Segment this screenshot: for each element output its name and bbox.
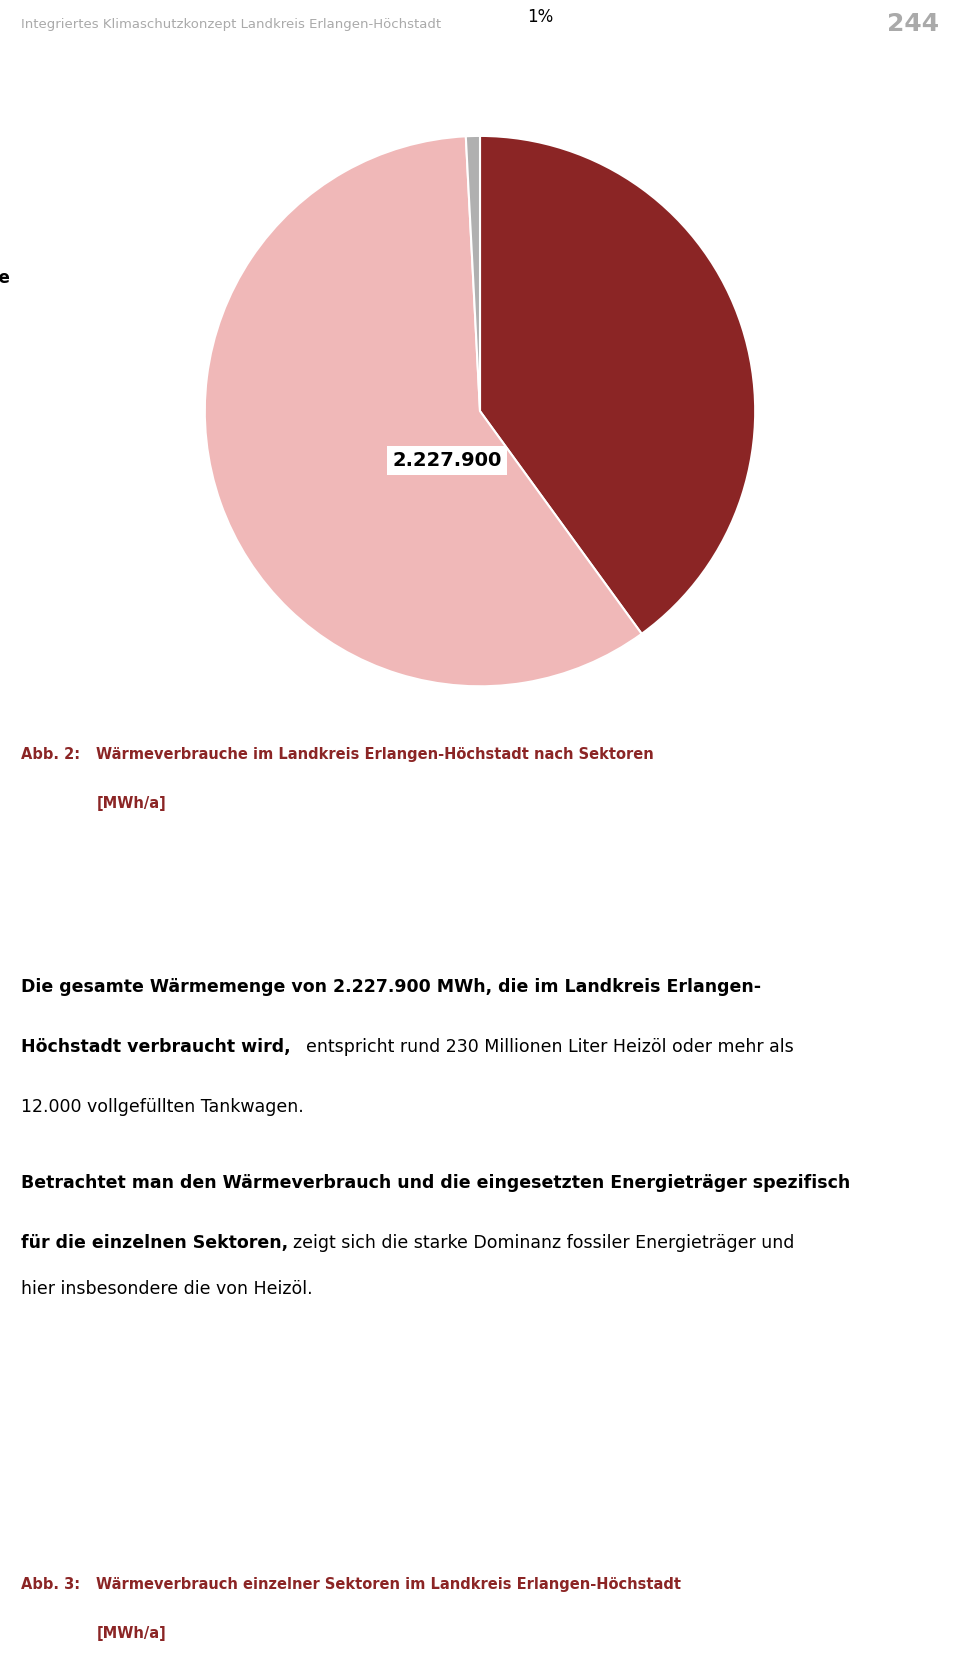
Text: Abb. 3:: Abb. 3: bbox=[21, 1577, 81, 1592]
Text: für die einzelnen Sektoren,: für die einzelnen Sektoren, bbox=[21, 1235, 288, 1252]
Wedge shape bbox=[480, 136, 756, 634]
Text: hier insbesondere die von Heizöl.: hier insbesondere die von Heizöl. bbox=[21, 1280, 313, 1299]
Text: entspricht rund 230 Millionen Liter Heizöl oder mehr als: entspricht rund 230 Millionen Liter Heiz… bbox=[306, 1039, 794, 1055]
Text: 12.000 vollgefüllten Tankwagen.: 12.000 vollgefüllten Tankwagen. bbox=[21, 1099, 304, 1116]
Text: Wärmeverbrauch einzelner Sektoren im Landkreis Erlangen-Höchstadt: Wärmeverbrauch einzelner Sektoren im Lan… bbox=[96, 1577, 682, 1592]
Text: Die gesamte Wärmemenge von 2.227.900 MWh, die im Landkreis Erlangen-: Die gesamte Wärmemenge von 2.227.900 MWh… bbox=[21, 978, 761, 995]
Wedge shape bbox=[466, 136, 480, 411]
Text: 2.227.900: 2.227.900 bbox=[393, 451, 502, 470]
Text: Höchstadt verbraucht wird,: Höchstadt verbraucht wird, bbox=[21, 1039, 291, 1055]
Text: zeigt sich die starke Dominanz fossiler Energieträger und: zeigt sich die starke Dominanz fossiler … bbox=[293, 1235, 794, 1252]
Text: Industrie und Gewerbe: Industrie und Gewerbe bbox=[0, 268, 10, 287]
Text: Wärmeverbrauche im Landkreis Erlangen-Höchstadt nach Sektoren: Wärmeverbrauche im Landkreis Erlangen-Hö… bbox=[96, 747, 654, 762]
Text: 244: 244 bbox=[887, 12, 939, 37]
Wedge shape bbox=[204, 136, 641, 686]
Text: [MWh/a]: [MWh/a] bbox=[96, 795, 166, 810]
Text: Integriertes Klimaschutzkonzept Landkreis Erlangen-Höchstadt: Integriertes Klimaschutzkonzept Landkrei… bbox=[21, 18, 442, 30]
Text: 1%: 1% bbox=[527, 8, 554, 25]
Text: Abb. 2:: Abb. 2: bbox=[21, 747, 81, 762]
Text: [MWh/a]: [MWh/a] bbox=[96, 1626, 166, 1641]
Text: Betrachtet man den Wärmeverbrauch und die eingesetzten Energieträger spezifisch: Betrachtet man den Wärmeverbrauch und di… bbox=[21, 1175, 851, 1191]
